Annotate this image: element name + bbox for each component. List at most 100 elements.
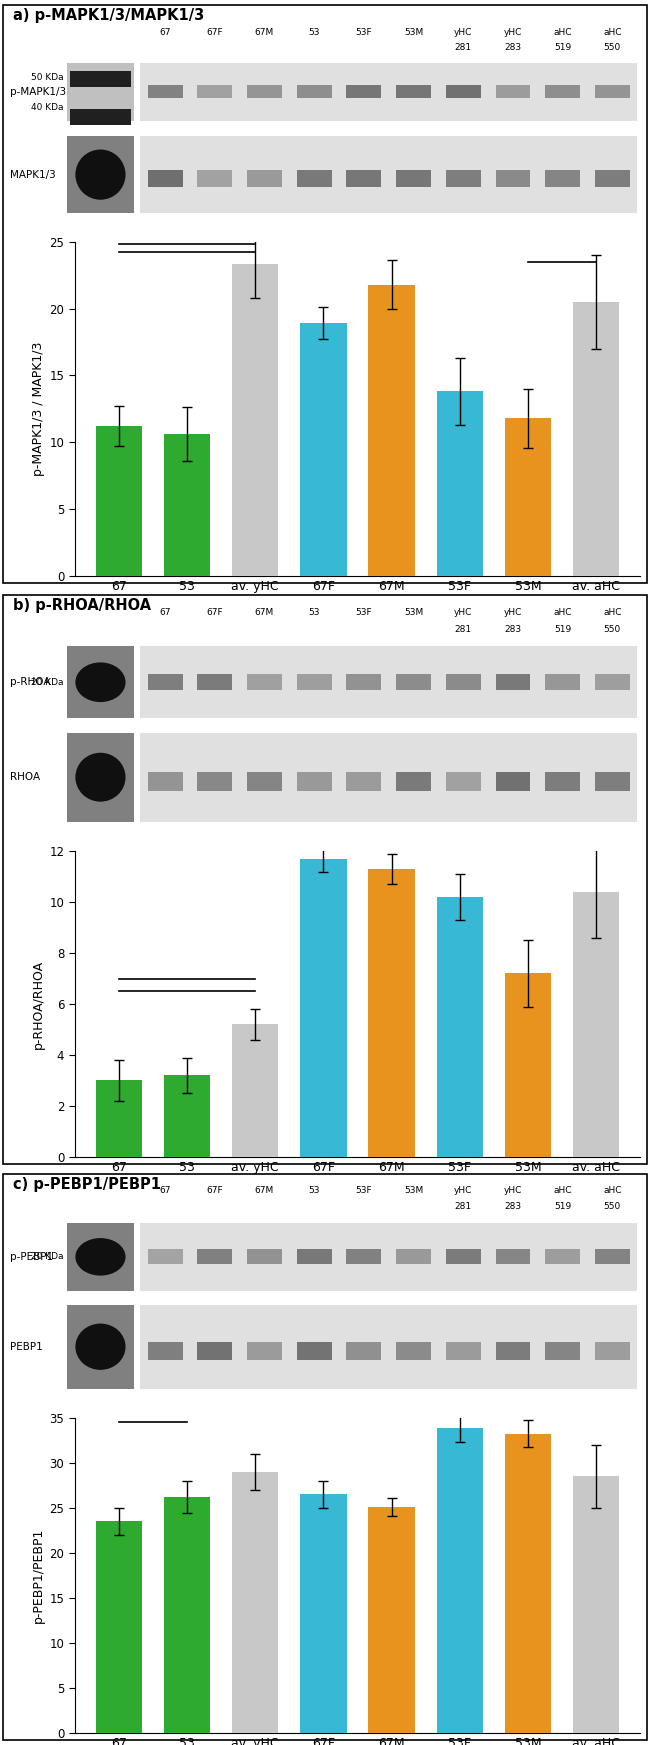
Text: 53: 53 (308, 28, 320, 37)
FancyBboxPatch shape (247, 771, 282, 792)
Bar (573, 892, 619, 1157)
FancyBboxPatch shape (446, 674, 480, 691)
Bar (437, 391, 483, 576)
Bar (300, 859, 346, 1157)
FancyBboxPatch shape (70, 72, 131, 87)
Text: 281: 281 (454, 44, 472, 52)
Text: 53F: 53F (356, 1187, 372, 1195)
FancyBboxPatch shape (346, 169, 382, 187)
FancyBboxPatch shape (247, 169, 282, 187)
Y-axis label: p-RHOA/RHOA: p-RHOA/RHOA (32, 960, 45, 1049)
FancyBboxPatch shape (446, 1342, 480, 1359)
Bar (140, 733, 637, 822)
Bar (369, 1506, 415, 1733)
FancyBboxPatch shape (198, 1249, 232, 1265)
Bar (140, 646, 637, 719)
FancyBboxPatch shape (67, 646, 134, 719)
FancyBboxPatch shape (148, 674, 183, 691)
Text: c) p-PEBP1/PEBP1: c) p-PEBP1/PEBP1 (13, 1178, 161, 1192)
Text: MAPK1/3: MAPK1/3 (10, 169, 55, 180)
FancyBboxPatch shape (495, 674, 530, 691)
Bar (573, 302, 619, 576)
FancyBboxPatch shape (545, 86, 580, 98)
Text: 67: 67 (159, 609, 171, 618)
FancyBboxPatch shape (595, 86, 630, 98)
Text: 20 KDa: 20 KDa (31, 1253, 64, 1262)
Bar (164, 435, 211, 576)
Text: yHC: yHC (504, 1187, 522, 1195)
FancyBboxPatch shape (396, 771, 431, 792)
FancyBboxPatch shape (545, 1342, 580, 1359)
FancyBboxPatch shape (297, 169, 332, 187)
Text: 40 KDa: 40 KDa (31, 103, 64, 112)
FancyBboxPatch shape (247, 86, 282, 98)
Ellipse shape (75, 1237, 125, 1276)
Text: 53F: 53F (356, 609, 372, 618)
FancyBboxPatch shape (346, 1249, 382, 1265)
FancyBboxPatch shape (346, 86, 382, 98)
FancyBboxPatch shape (297, 771, 332, 792)
Text: 50 KDa: 50 KDa (31, 73, 64, 82)
Ellipse shape (75, 150, 125, 199)
Text: 53: 53 (308, 609, 320, 618)
Text: 67M: 67M (255, 609, 274, 618)
FancyBboxPatch shape (247, 1249, 282, 1265)
Text: 67: 67 (159, 28, 171, 37)
Text: a) p-MAPK1/3/MAPK1/3: a) p-MAPK1/3/MAPK1/3 (13, 9, 204, 23)
Text: 550: 550 (604, 44, 621, 52)
FancyBboxPatch shape (396, 86, 431, 98)
Bar (140, 63, 637, 120)
Bar (369, 869, 415, 1157)
Bar (437, 1429, 483, 1733)
FancyBboxPatch shape (595, 1342, 630, 1359)
Text: 283: 283 (504, 1202, 521, 1211)
FancyBboxPatch shape (148, 169, 183, 187)
Text: 519: 519 (554, 1202, 571, 1211)
FancyBboxPatch shape (396, 674, 431, 691)
FancyBboxPatch shape (595, 169, 630, 187)
Text: 67F: 67F (207, 609, 223, 618)
FancyBboxPatch shape (595, 1249, 630, 1265)
Bar (300, 323, 346, 576)
Text: aHC: aHC (603, 609, 621, 618)
Ellipse shape (75, 1323, 125, 1370)
FancyBboxPatch shape (198, 1342, 232, 1359)
Y-axis label: p-PEBP1/PEBP1: p-PEBP1/PEBP1 (32, 1527, 46, 1623)
FancyBboxPatch shape (396, 169, 431, 187)
Bar (369, 284, 415, 576)
FancyBboxPatch shape (67, 63, 134, 120)
Text: 67F: 67F (207, 28, 223, 37)
Bar (504, 1434, 551, 1733)
Ellipse shape (75, 663, 125, 701)
Y-axis label: p-MAPK1/3 / MAPK1/3: p-MAPK1/3 / MAPK1/3 (32, 342, 46, 476)
Text: aHC: aHC (603, 28, 621, 37)
Bar (504, 974, 551, 1157)
Text: 67F: 67F (207, 1187, 223, 1195)
Text: aHC: aHC (553, 28, 572, 37)
Bar (140, 1305, 637, 1389)
Text: aHC: aHC (553, 1187, 572, 1195)
Text: RHOA: RHOA (10, 773, 40, 782)
Bar (96, 1522, 142, 1733)
Bar (164, 1075, 211, 1157)
Text: 550: 550 (604, 1202, 621, 1211)
Text: 67M: 67M (255, 1187, 274, 1195)
FancyBboxPatch shape (495, 1342, 530, 1359)
Text: p-PEBP1: p-PEBP1 (10, 1251, 53, 1262)
Bar (140, 1223, 637, 1291)
Text: PEBP1: PEBP1 (10, 1342, 42, 1352)
Text: 519: 519 (554, 44, 571, 52)
Bar (504, 419, 551, 576)
Text: yHC: yHC (504, 28, 522, 37)
FancyBboxPatch shape (67, 733, 134, 822)
Text: 281: 281 (454, 1202, 472, 1211)
FancyBboxPatch shape (545, 169, 580, 187)
Bar (140, 136, 637, 213)
Text: 53: 53 (308, 1187, 320, 1195)
FancyBboxPatch shape (297, 1249, 332, 1265)
FancyBboxPatch shape (446, 771, 480, 792)
Text: 53M: 53M (404, 28, 423, 37)
FancyBboxPatch shape (198, 169, 232, 187)
Text: p-RHOA: p-RHOA (10, 677, 50, 688)
Text: 20 KDa: 20 KDa (31, 677, 64, 688)
